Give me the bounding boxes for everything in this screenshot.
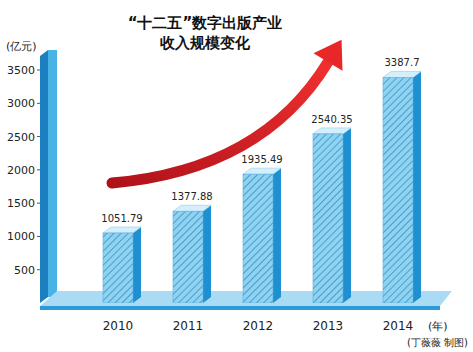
y-tick [37, 136, 40, 137]
bar-top [103, 227, 141, 233]
bar [103, 233, 133, 303]
y-tick-label: 2000 [7, 164, 35, 177]
axis-wall-side [40, 50, 48, 303]
y-tick-label: 3000 [7, 97, 35, 110]
bar-top [383, 71, 421, 77]
bar-top [243, 168, 281, 174]
bars [103, 71, 421, 303]
source-note: (丁薇薇 制图) [407, 337, 468, 348]
title-line: “十二五”数字出版产业 [128, 14, 283, 32]
x-axis-label: (年) [428, 320, 448, 333]
y-axis-label: (亿元) [6, 40, 37, 53]
y-tick [37, 203, 40, 204]
bar [243, 174, 273, 303]
y-tick [37, 103, 40, 104]
bar [173, 211, 203, 303]
title-line: 收入规模变化 [160, 34, 251, 52]
y-tick [37, 236, 40, 237]
bar-top [173, 205, 211, 211]
bar-side [203, 205, 211, 303]
trend-arrow-body [112, 62, 328, 183]
y-tick-label: 1500 [7, 197, 35, 210]
floor-edge [40, 306, 440, 310]
data-label: 1051.79 [101, 213, 142, 224]
bar-side [343, 128, 351, 303]
x-tick-label: 2014 [383, 319, 414, 333]
y-tick-label: 2500 [7, 131, 35, 144]
trend-arrow-head [313, 40, 342, 71]
x-tick-label: 2013 [313, 319, 344, 333]
data-label: 2540.35 [311, 114, 352, 125]
title: “十二五”数字出版产业收入规模变化 [128, 14, 283, 52]
chart-container: 500 1000 1500 2000 2500 3000 3500 (亿元) 1051.79 13… [0, 0, 473, 352]
y-tick-label: 1000 [7, 230, 35, 243]
data-label: 3387.7 [385, 57, 420, 68]
y-tick [37, 70, 40, 71]
x-tick-label: 2012 [243, 319, 274, 333]
x-tick-label: 2011 [173, 319, 204, 333]
x-tick-label: 2010 [103, 319, 134, 333]
bar [313, 134, 343, 303]
data-label: 1935.49 [241, 154, 282, 165]
bar-top [313, 128, 351, 134]
y-tick [37, 269, 40, 270]
y-tick-label: 500 [14, 264, 35, 277]
y-tick [37, 169, 40, 170]
data-label: 1377.88 [171, 191, 212, 202]
bar-side [413, 71, 421, 303]
bar-side [133, 227, 141, 303]
chart-svg: 500 1000 1500 2000 2500 3000 3500 (亿元) 1051.79 13… [0, 0, 473, 352]
y-tick-label: 3500 [7, 64, 35, 77]
bar [383, 77, 413, 303]
axis-wall-face [48, 50, 57, 297]
bar-side [273, 168, 281, 303]
